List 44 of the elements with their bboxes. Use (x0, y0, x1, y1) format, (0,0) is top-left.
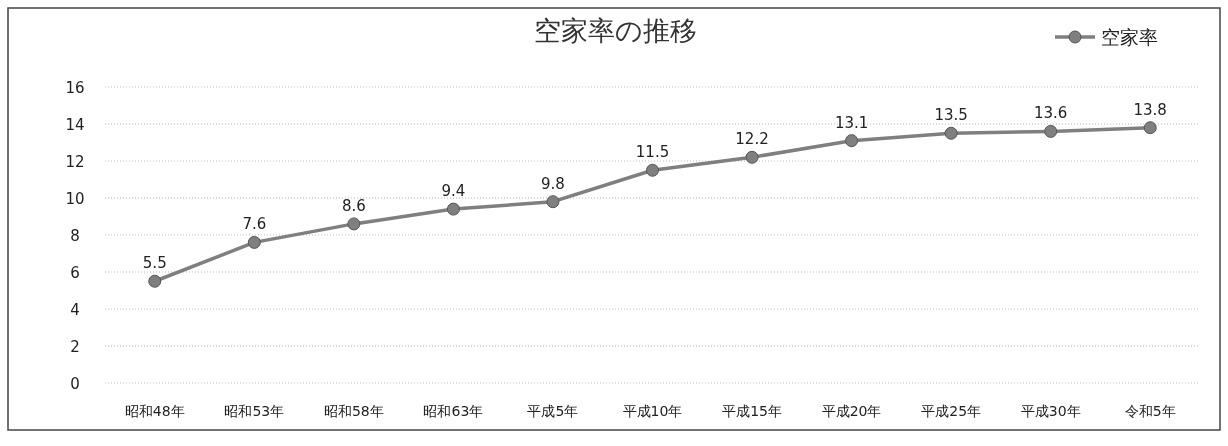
y-tick-label: 0 (70, 375, 80, 393)
data-label: 13.8 (1133, 100, 1167, 119)
data-label: 12.2 (735, 130, 769, 149)
data-label: 13.5 (934, 106, 968, 125)
x-tick-label: 昭和53年 (224, 403, 285, 419)
point (446, 202, 460, 216)
point (347, 217, 361, 231)
chart-title: 空家率の推移 (533, 15, 697, 46)
y-tick-label: 12 (65, 153, 85, 171)
x-tick-label: 平成5年 (527, 403, 579, 419)
x-tick-label: 令和5年 (1124, 403, 1176, 419)
y-tick-label: 16 (65, 79, 85, 97)
x-tick-label: 平成30年 (1020, 403, 1081, 419)
point (546, 195, 560, 209)
x-tick-label: 平成25年 (921, 403, 982, 419)
x-tick-label: 昭和63年 (423, 403, 484, 419)
y-tick-label: 8 (70, 227, 80, 245)
legend-label: 空家率 (1101, 26, 1158, 48)
data-label: 11.5 (635, 143, 670, 162)
point (1044, 124, 1058, 138)
point (646, 163, 659, 177)
point (1143, 121, 1157, 135)
point (745, 150, 759, 164)
data-label: 5.5 (142, 254, 167, 273)
y-tick-label: 2 (70, 338, 80, 356)
point (247, 235, 261, 249)
data-label: 13.6 (1033, 104, 1068, 123)
x-tick-label: 平成10年 (622, 403, 683, 419)
x-tick-label: 昭和58年 (323, 403, 384, 419)
point (845, 134, 859, 148)
y-tick-label: 14 (65, 116, 85, 134)
x-tick-label: 平成20年 (821, 403, 882, 419)
data-label: 8.6 (341, 196, 366, 215)
point (148, 274, 162, 288)
y-tick-label: 10 (65, 190, 85, 208)
y-tick-label: 6 (70, 264, 80, 282)
data-label: 9.8 (541, 174, 565, 193)
data-label: 13.1 (834, 113, 869, 132)
data-label: 7.6 (242, 215, 267, 234)
data-label: 9.4 (441, 182, 466, 201)
x-tick-label: 平成15年 (722, 403, 782, 419)
point (944, 126, 958, 140)
x-tick-label: 昭和48年 (124, 403, 185, 419)
y-tick-label: 4 (70, 301, 80, 319)
